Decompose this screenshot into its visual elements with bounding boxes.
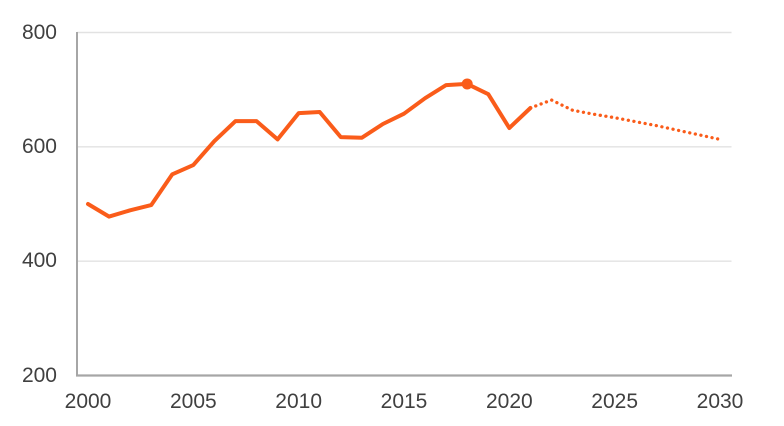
highlight-marker-dot — [461, 78, 473, 90]
x-tick-label-2030: 2030 — [696, 390, 744, 413]
series-historical-line — [86, 81, 533, 219]
x-tick-label-2020: 2020 — [485, 390, 533, 413]
x-tick-label-2010: 2010 — [275, 390, 323, 413]
y-tick-label-800: 800 — [21, 20, 57, 44]
y-tick-label-600: 600 — [21, 134, 57, 158]
series-forecast-line — [528, 98, 722, 142]
x-tick-label-2005: 2005 — [169, 390, 217, 413]
y-tick-label-400: 400 — [21, 249, 57, 273]
x-tick-label-2000: 2000 — [64, 390, 112, 413]
x-tick-label-2015: 2015 — [380, 390, 428, 413]
x-tick-label-2025: 2025 — [591, 390, 639, 413]
y-tick-label-200: 200 — [21, 363, 57, 387]
